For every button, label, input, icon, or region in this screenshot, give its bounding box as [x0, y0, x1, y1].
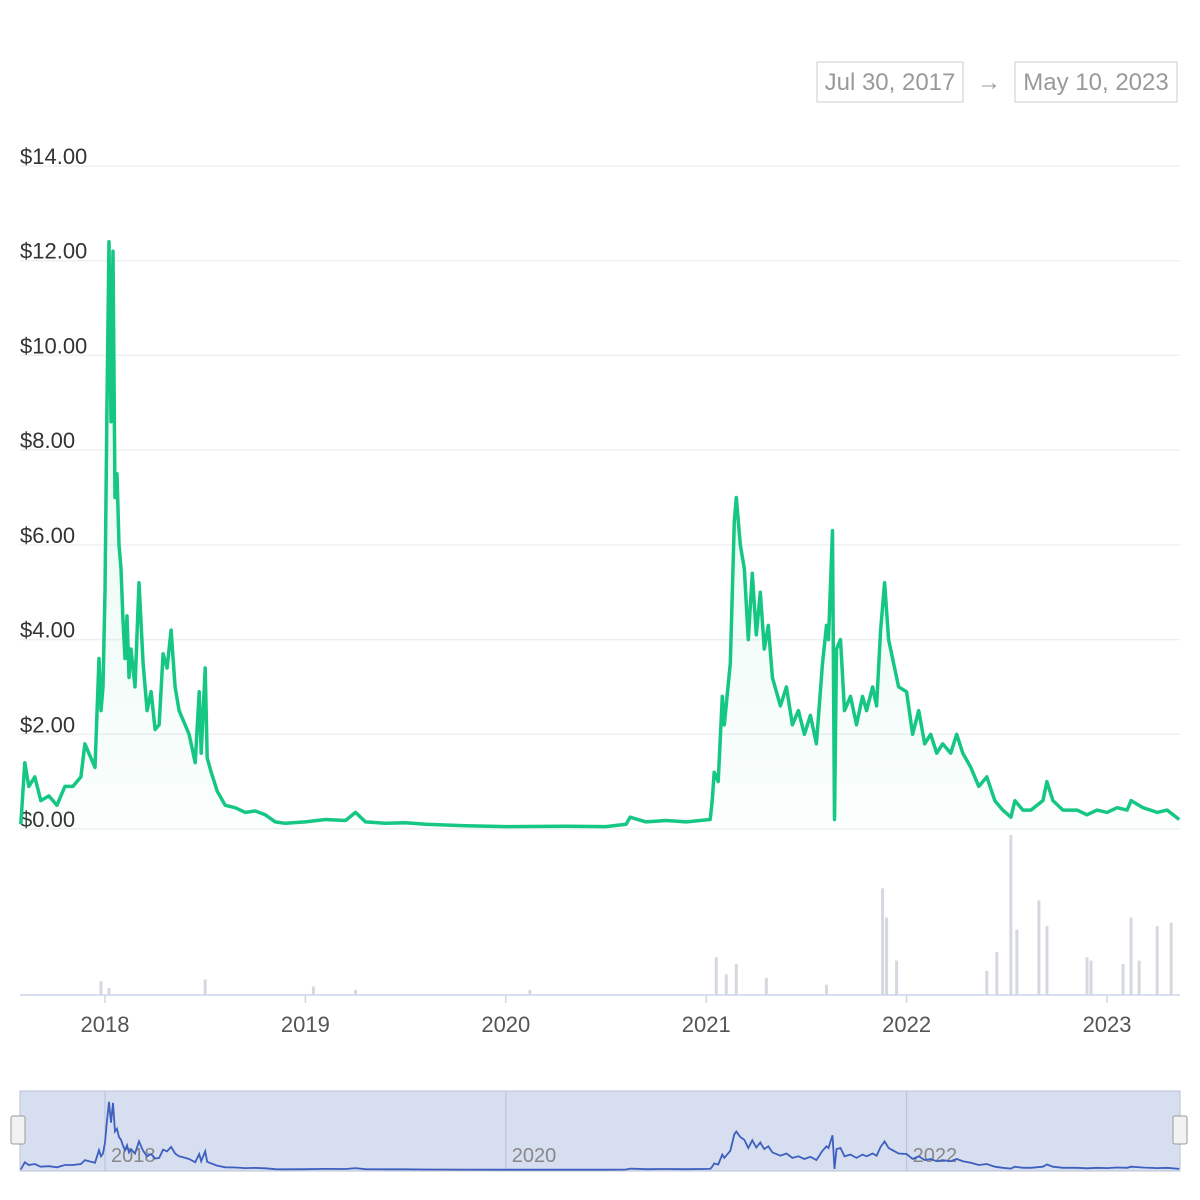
volume-bar	[995, 951, 999, 995]
volume-bar	[311, 986, 315, 995]
x-tick-label: 2020	[481, 1012, 530, 1037]
navigator-tick-label: 2018	[111, 1145, 156, 1167]
x-tick-label: 2021	[682, 1012, 731, 1037]
date-from[interactable]: Jul 30, 2017	[825, 69, 956, 96]
navigator-handle-right[interactable]	[1172, 1115, 1188, 1145]
price-line	[19, 240, 1181, 829]
volume-bar	[1089, 960, 1093, 995]
y-tick-label: $6.00	[20, 523, 75, 548]
navigator-handle-left[interactable]	[10, 1115, 26, 1145]
date-from-box[interactable]	[816, 61, 964, 103]
volume-bar	[1015, 929, 1019, 995]
navigator-tick-label: 2022	[913, 1145, 958, 1167]
volume-bar	[99, 981, 103, 995]
y-tick-label: $8.00	[20, 428, 75, 453]
volume-bar	[1155, 926, 1159, 995]
volume-bar	[714, 957, 718, 995]
y-tick-label: $2.00	[20, 712, 75, 737]
volume-bar	[1121, 964, 1125, 995]
volume-bar	[881, 888, 885, 995]
volume-bar	[1037, 900, 1041, 995]
volume-bar	[764, 977, 768, 995]
date-to[interactable]: May 10, 2023	[1023, 69, 1168, 96]
volume-bar	[203, 979, 207, 995]
x-tick-label: 2022	[882, 1012, 931, 1037]
volume-bar	[1085, 957, 1089, 995]
volume-bar	[1137, 960, 1141, 995]
volume-bar	[985, 970, 989, 995]
y-tick-label: $4.00	[20, 618, 75, 643]
volume-bar	[107, 988, 111, 995]
navigator[interactable]	[19, 1090, 1181, 1172]
date-to-box[interactable]	[1014, 61, 1178, 103]
x-tick-label: 2019	[281, 1012, 330, 1037]
range-separator: →	[977, 69, 1001, 96]
y-tick-label: $12.00	[20, 239, 87, 264]
volume-bar	[1129, 917, 1133, 995]
volume-bar	[1009, 835, 1013, 995]
navigator-line	[20, 1101, 1180, 1171]
volume-bar	[895, 960, 899, 995]
x-tick-label: 2018	[80, 1012, 129, 1037]
y-tick-label: $14.00	[20, 144, 87, 169]
volume-bar	[734, 964, 738, 995]
price-area	[20, 241, 1180, 830]
volume-bar	[1045, 926, 1049, 995]
x-tick-label: 2023	[1083, 1012, 1132, 1037]
volume-bar	[824, 984, 828, 995]
volume-bar	[885, 917, 889, 995]
navigator-tick-label: 2020	[512, 1145, 557, 1167]
y-tick-label: $10.00	[20, 333, 87, 358]
volume-bar	[1169, 922, 1173, 995]
volume-bar	[528, 989, 532, 995]
volume-bar	[353, 989, 357, 995]
volume-bar	[724, 974, 728, 995]
